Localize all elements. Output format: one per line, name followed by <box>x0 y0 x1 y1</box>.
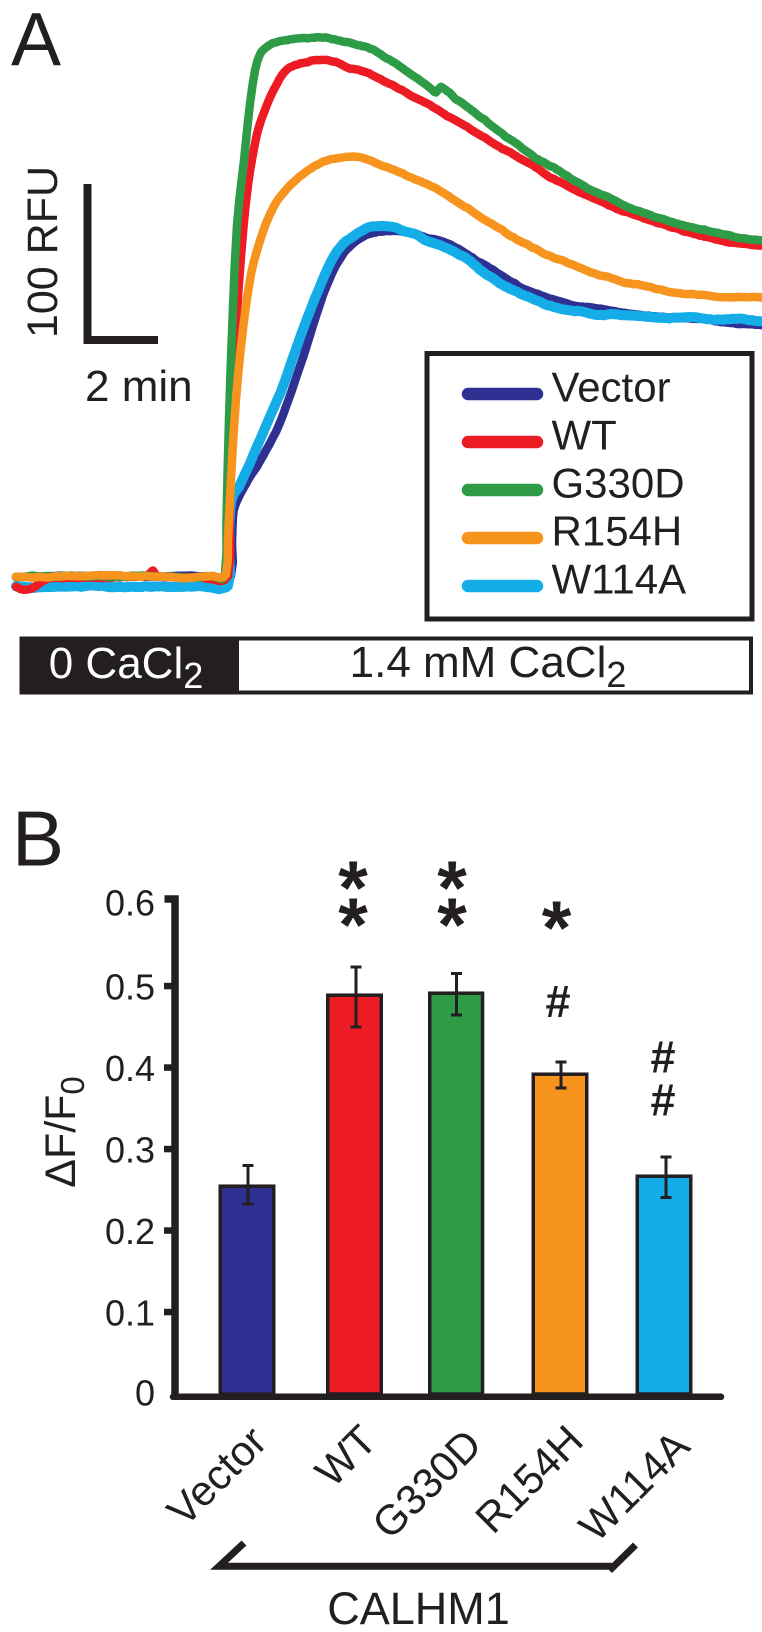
svg-text:G330D: G330D <box>552 460 685 507</box>
svg-text:0.1: 0.1 <box>105 1293 155 1334</box>
svg-text:*: * <box>338 846 368 931</box>
svg-text:0.5: 0.5 <box>105 967 155 1008</box>
svg-text:0.6: 0.6 <box>105 883 155 924</box>
svg-text:#: # <box>650 1032 675 1083</box>
svg-text:0 CaCl2: 0 CaCl2 <box>49 639 204 696</box>
svg-text:R154H: R154H <box>552 508 683 555</box>
svg-text:R154H: R154H <box>466 1416 592 1542</box>
svg-text:0: 0 <box>135 1373 155 1414</box>
svg-text:WT: WT <box>552 412 617 459</box>
svg-text:2 min: 2 min <box>85 362 193 411</box>
svg-text:Vector: Vector <box>158 1417 275 1534</box>
svg-text:W114A: W114A <box>552 556 687 603</box>
svg-text:*: * <box>437 883 467 968</box>
svg-text:0.2: 0.2 <box>105 1211 155 1252</box>
svg-text:0.4: 0.4 <box>105 1048 155 1089</box>
svg-text:ΔF/F0: ΔF/F0 <box>37 1076 91 1188</box>
svg-text:*: * <box>542 886 572 971</box>
svg-text:CALHM1: CALHM1 <box>327 1583 510 1632</box>
svg-text:*: * <box>338 883 368 968</box>
svg-text:W114A: W114A <box>570 1422 698 1550</box>
svg-text:A: A <box>11 0 61 81</box>
svg-text:WT: WT <box>306 1416 385 1495</box>
svg-text:B: B <box>12 795 64 883</box>
svg-text:G330D: G330D <box>363 1420 490 1547</box>
svg-text:*: * <box>437 846 467 931</box>
svg-text:#: # <box>545 976 570 1027</box>
svg-text:#: # <box>650 1075 675 1126</box>
svg-text:0.3: 0.3 <box>105 1130 155 1171</box>
svg-text:100 RFU: 100 RFU <box>19 166 67 338</box>
svg-text:1.4 mM CaCl2: 1.4 mM CaCl2 <box>350 638 627 695</box>
svg-text:Vector: Vector <box>552 364 671 411</box>
